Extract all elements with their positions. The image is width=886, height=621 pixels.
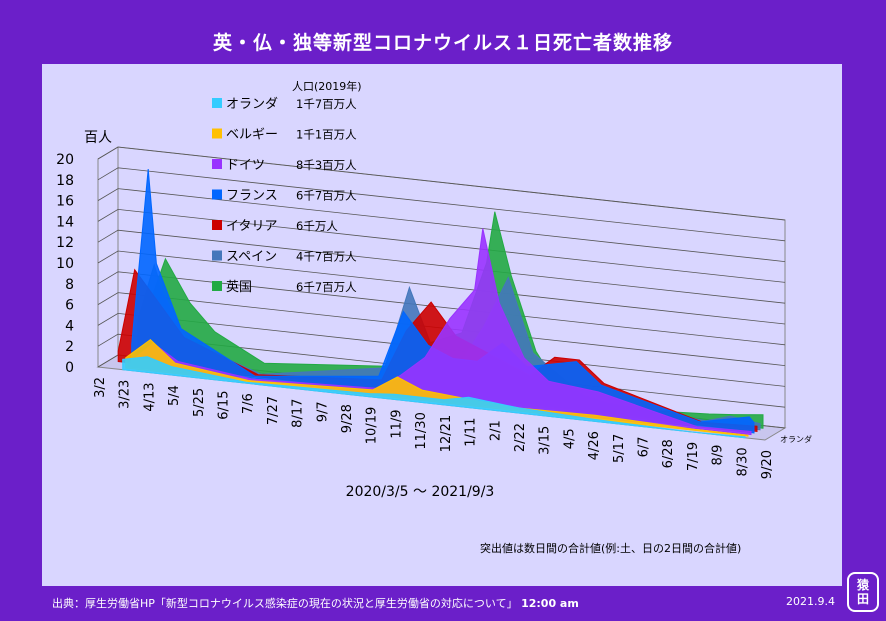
x-tick-label: 7/19 <box>686 442 701 471</box>
gridline <box>97 167 786 242</box>
publish-date: 2021.9.4 <box>786 595 835 608</box>
x-tick-label: 3/23 <box>118 380 133 409</box>
gridline <box>97 229 786 304</box>
series-area <box>122 356 746 439</box>
legend-swatch <box>212 98 222 108</box>
source-label: 出典：厚生労働省HP「新型コロナウイルス感染症の現在の状況と厚生労働省の対応につ… <box>52 597 518 610</box>
x-tick-label: 9/28 <box>340 404 355 433</box>
x-tick-label: 8/17 <box>291 399 306 428</box>
legend-population: 6千万人 <box>296 219 338 233</box>
x-tick-label: 5/17 <box>612 434 627 463</box>
legend-series-name: フランス <box>226 189 278 204</box>
seal-char: 猿 <box>856 578 869 592</box>
legend-swatch <box>212 281 222 291</box>
x-tick-label: 5/4 <box>167 385 182 406</box>
x-tick-label: 11/30 <box>414 412 429 449</box>
x-tick-label: 6/15 <box>217 391 232 420</box>
x-tick-label: 1/11 <box>464 418 479 447</box>
legend-series-name: ドイツ <box>226 158 265 173</box>
series-area <box>125 338 749 437</box>
gridline <box>97 271 786 346</box>
x-tick-label: 10/19 <box>365 407 380 444</box>
x-tick-label: 4/26 <box>587 431 602 460</box>
legend-series-name: ベルギー <box>226 128 278 143</box>
x-tick-label: 3/2 <box>93 377 108 398</box>
author-seal: 猿 田 <box>847 572 879 612</box>
legend-series-name: イタリア <box>226 219 277 234</box>
y-axis-label: 百人 <box>84 130 112 146</box>
legend-population: 8千3百万人 <box>296 158 357 172</box>
seal-char: 田 <box>856 592 869 606</box>
y-tick-label: 6 <box>65 298 74 314</box>
gridline <box>97 188 786 262</box>
legend-population: 1千7百万人 <box>296 97 357 111</box>
legend-swatch <box>212 159 222 169</box>
x-tick-label: 6/28 <box>661 439 676 468</box>
legend-population: 4千7百万人 <box>296 250 357 264</box>
legend-population: 1千1百万人 <box>296 128 357 142</box>
legend-swatch <box>212 250 222 261</box>
y-tick-label: 14 <box>56 214 74 230</box>
gridline <box>97 146 786 221</box>
legend-series-name: オランダ <box>226 97 278 112</box>
x-tick-label: 7/27 <box>266 396 281 425</box>
annotation-note: 突出値は数日間の合計値(例:土、日の2日間の合計値) <box>480 541 741 555</box>
legend-swatch <box>212 189 222 200</box>
source-time: 12:00 am <box>521 597 579 610</box>
x-tick-label: 9/7 <box>315 401 330 422</box>
x-tick-label: 7/6 <box>241 393 256 414</box>
legend-header: 人口(2019年) <box>292 79 362 93</box>
y-tick-label: 8 <box>65 277 74 293</box>
legend-series-name: 英国 <box>226 280 252 295</box>
x-tick-label: 6/7 <box>636 436 651 457</box>
gridline <box>97 208 786 283</box>
chart-title: 英・仏・独等新型コロナウイルス１日死亡者数推移 <box>212 32 673 54</box>
y-tick-label: 12 <box>56 235 74 251</box>
x-tick-label: 9/20 <box>760 450 775 479</box>
source-citation: 出典：厚生労働省HP「新型コロナウイルス感染症の現在の状況と厚生労働省の対応につ… <box>52 595 579 611</box>
x-tick-label: 5/25 <box>192 388 207 417</box>
gridline <box>97 250 786 325</box>
x-tick-label: 4/13 <box>142 382 157 411</box>
y-tick-label: 16 <box>56 194 74 210</box>
x-axis-label: 2020/3/5 〜 2021/9/3 <box>346 484 495 500</box>
legend-series-name: スペイン <box>226 250 277 265</box>
gridline <box>97 292 786 366</box>
legend-population: 6千7百万人 <box>296 280 357 294</box>
x-tick-label: 3/15 <box>538 426 553 455</box>
x-tick-label: 2/1 <box>488 420 503 441</box>
legend-swatch <box>212 220 222 230</box>
y-tick-label: 0 <box>65 360 74 376</box>
x-tick-label: 12/21 <box>439 415 454 452</box>
y-tick-label: 4 <box>65 318 74 334</box>
y-tick-label: 10 <box>56 256 74 272</box>
x-tick-label: 4/5 <box>562 428 577 449</box>
legend-swatch <box>212 128 222 139</box>
y-tick-label: 2 <box>65 339 74 355</box>
x-tick-label: 11/9 <box>389 409 404 438</box>
x-tick-label: 2/22 <box>513 423 528 452</box>
y-tick-label: 18 <box>56 173 74 189</box>
x-tick-label: 8/30 <box>735 447 750 476</box>
depth-axis-label: オランダ <box>780 434 812 444</box>
legend-population: 6千7百万人 <box>296 189 357 203</box>
y-tick-label: 20 <box>56 152 74 168</box>
x-tick-label: 8/9 <box>711 445 726 466</box>
